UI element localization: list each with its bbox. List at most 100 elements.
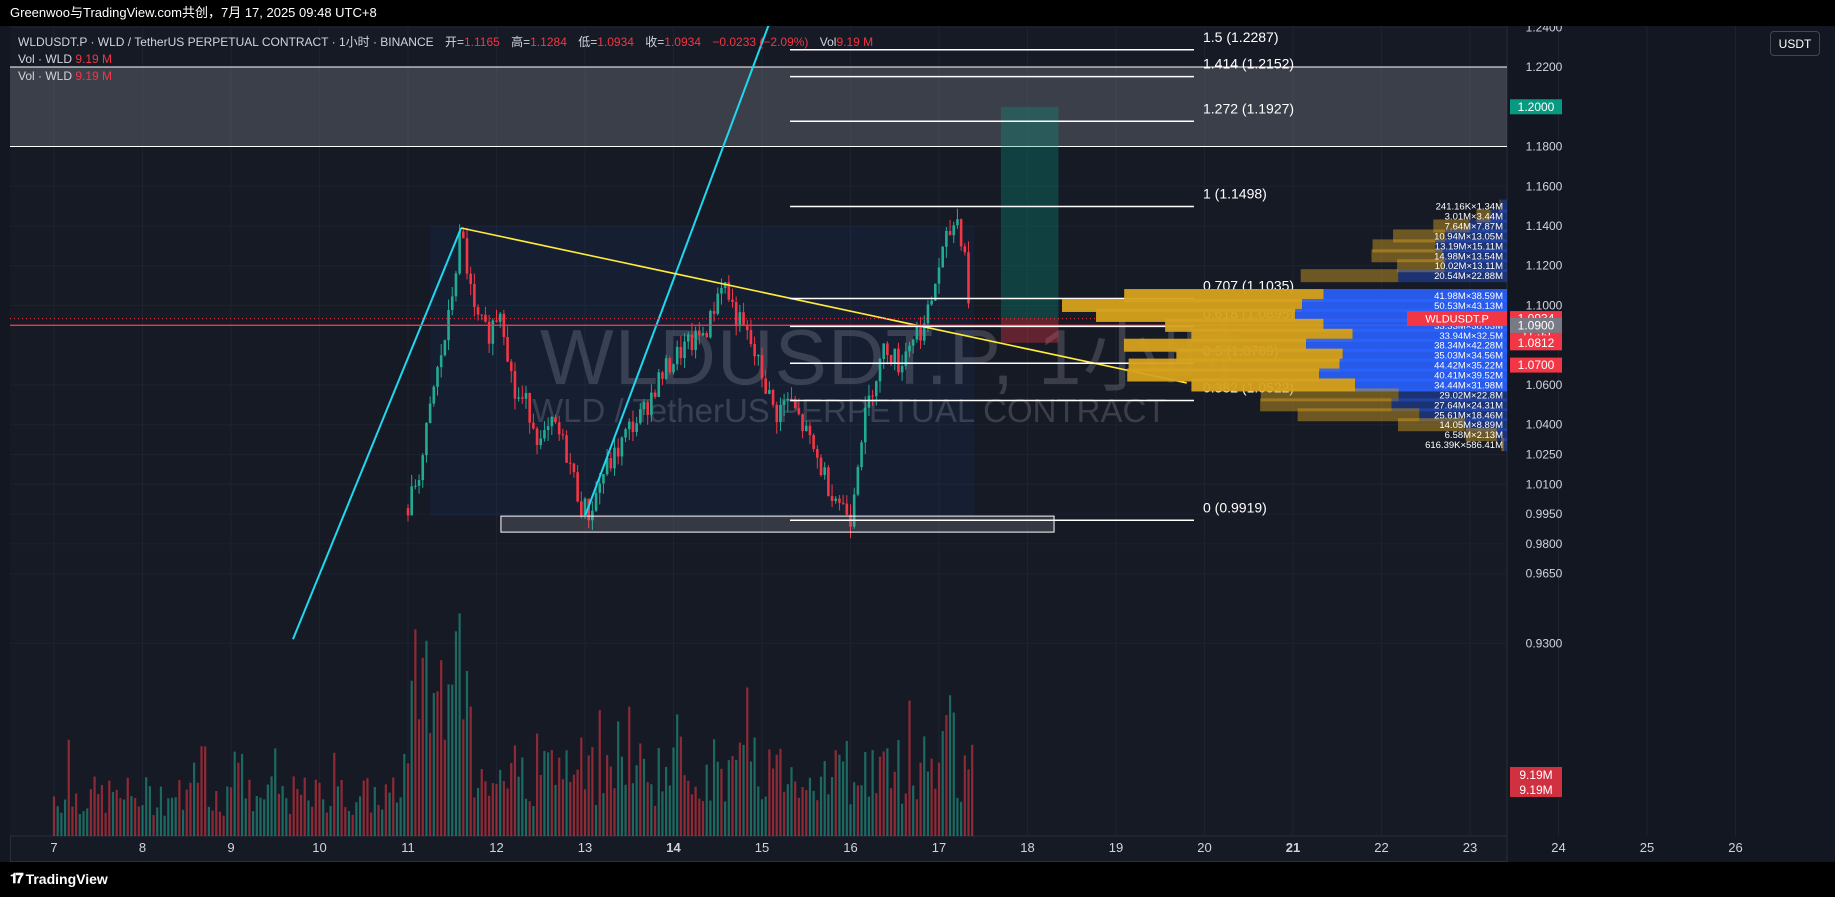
- candle: [532, 413, 535, 430]
- profile-sell-bar: [1323, 289, 1507, 303]
- volume-bar: [255, 796, 258, 836]
- candle-body: [580, 501, 583, 516]
- candle-body: [528, 392, 531, 423]
- resistance-zone: [10, 67, 1507, 147]
- candle-body: [487, 321, 491, 344]
- price-tick-label: 1.1800: [1526, 140, 1563, 154]
- volume-bar: [864, 751, 867, 836]
- volume-bar: [421, 657, 424, 836]
- vol-row-2[interactable]: Vol · WLD 9.19 M: [18, 68, 873, 85]
- profile-buy-bar: [1123, 338, 1307, 352]
- candle-body: [871, 395, 874, 397]
- candle: [454, 270, 458, 302]
- profile-sell-bar: [1302, 298, 1507, 312]
- candle-body: [539, 438, 543, 446]
- candle-body: [517, 397, 520, 399]
- candle: [428, 396, 432, 424]
- price-tick-label: 1.0250: [1526, 448, 1563, 462]
- volume-bar: [340, 779, 343, 836]
- price-tick-label: 1.2400: [1526, 26, 1563, 34]
- profile-sell-bar: [1444, 229, 1507, 243]
- volume-bar: [856, 785, 859, 836]
- candle: [605, 449, 609, 476]
- candle-body: [852, 494, 856, 527]
- volume-bar: [561, 779, 564, 836]
- profile-label: 27.64M×24.31M: [1434, 400, 1503, 411]
- volume-bar: [447, 684, 450, 836]
- volume-bar: [606, 755, 609, 836]
- profile-label: 20.54M×22.88M: [1434, 271, 1503, 282]
- vol-row-value: 9.19 M: [75, 52, 113, 66]
- volume-bar: [204, 746, 207, 836]
- candle: [672, 363, 675, 375]
- candle: [731, 288, 734, 308]
- volume-bar: [193, 762, 196, 836]
- volume-bar: [775, 754, 778, 836]
- profile-sell-bar: [1306, 338, 1507, 352]
- volume-bar: [347, 810, 351, 836]
- volume-bar: [78, 813, 81, 836]
- candle-body: [915, 326, 919, 340]
- candle-body: [524, 392, 528, 399]
- volume-bar: [672, 747, 675, 836]
- candle: [889, 354, 893, 367]
- price-chart[interactable]: WLDUSDT.P, 1小时WLD / TetherUS PERPETUAL C…: [10, 26, 1765, 862]
- vol-row-1[interactable]: Vol · WLD 9.19 M: [18, 51, 873, 68]
- currency-button[interactable]: USDT: [1770, 31, 1820, 56]
- candle-body: [908, 345, 911, 352]
- profile-buy-bar: [1260, 388, 1399, 402]
- fib-level-label: 1 (1.1498): [1203, 186, 1267, 202]
- time-tick-label: 18: [1020, 840, 1034, 855]
- volume-bar: [583, 789, 587, 836]
- volume-bar: [285, 798, 288, 836]
- price-tick-label: 1.2200: [1526, 60, 1563, 74]
- candle: [410, 474, 413, 516]
- volume-bar: [709, 800, 712, 836]
- profile-label: 25.61M×18.46M: [1434, 410, 1503, 421]
- candle-body: [716, 293, 720, 314]
- volume-bar: [469, 706, 472, 836]
- price-tick-label: 1.1400: [1526, 219, 1563, 233]
- candle: [675, 340, 679, 371]
- candle: [716, 287, 720, 316]
- volume-bar: [594, 805, 598, 836]
- volume-bar: [233, 751, 236, 836]
- price-badge: [1510, 317, 1562, 333]
- candle: [642, 399, 646, 415]
- candle-body: [535, 428, 539, 446]
- volume-bar: [716, 761, 719, 836]
- candle-body: [635, 423, 638, 433]
- candle-body: [668, 358, 672, 373]
- candle: [757, 354, 760, 366]
- volume-bar: [111, 791, 115, 836]
- watermark-subtitle: WLD / TetherUS PERPETUAL CONTRACT: [532, 392, 1166, 429]
- volume-badge: [1510, 767, 1562, 782]
- price-tick-label: 0.9650: [1526, 567, 1563, 581]
- volume-bar: [218, 811, 222, 836]
- volume-bar: [694, 786, 697, 836]
- volume-bar: [484, 781, 487, 836]
- candle-body: [421, 455, 425, 481]
- vol-label: Vol: [819, 35, 837, 49]
- candle: [956, 208, 959, 229]
- volume-bar: [513, 745, 517, 836]
- time-tick-label: 21: [1286, 840, 1300, 855]
- candle-body: [664, 358, 668, 379]
- price-tick-label: 1.1600: [1526, 179, 1563, 193]
- candle: [639, 403, 642, 425]
- candle: [679, 335, 683, 366]
- tradingview-logo[interactable]: 𝟏𝟕 TradingView: [10, 870, 108, 887]
- candle: [620, 436, 624, 466]
- volume-bar: [97, 794, 100, 836]
- volume-bar: [373, 787, 376, 836]
- candle-body: [543, 429, 546, 439]
- candle: [439, 343, 443, 378]
- target-profit-zone: [1000, 106, 1059, 319]
- candle-body: [672, 364, 675, 373]
- volume-bar: [89, 789, 92, 836]
- volume-bar: [362, 780, 365, 836]
- volume-bar: [539, 774, 542, 836]
- candle-body: [771, 390, 775, 405]
- profile-sell-bar: [1490, 209, 1507, 223]
- profile-buy-bar: [1397, 259, 1445, 273]
